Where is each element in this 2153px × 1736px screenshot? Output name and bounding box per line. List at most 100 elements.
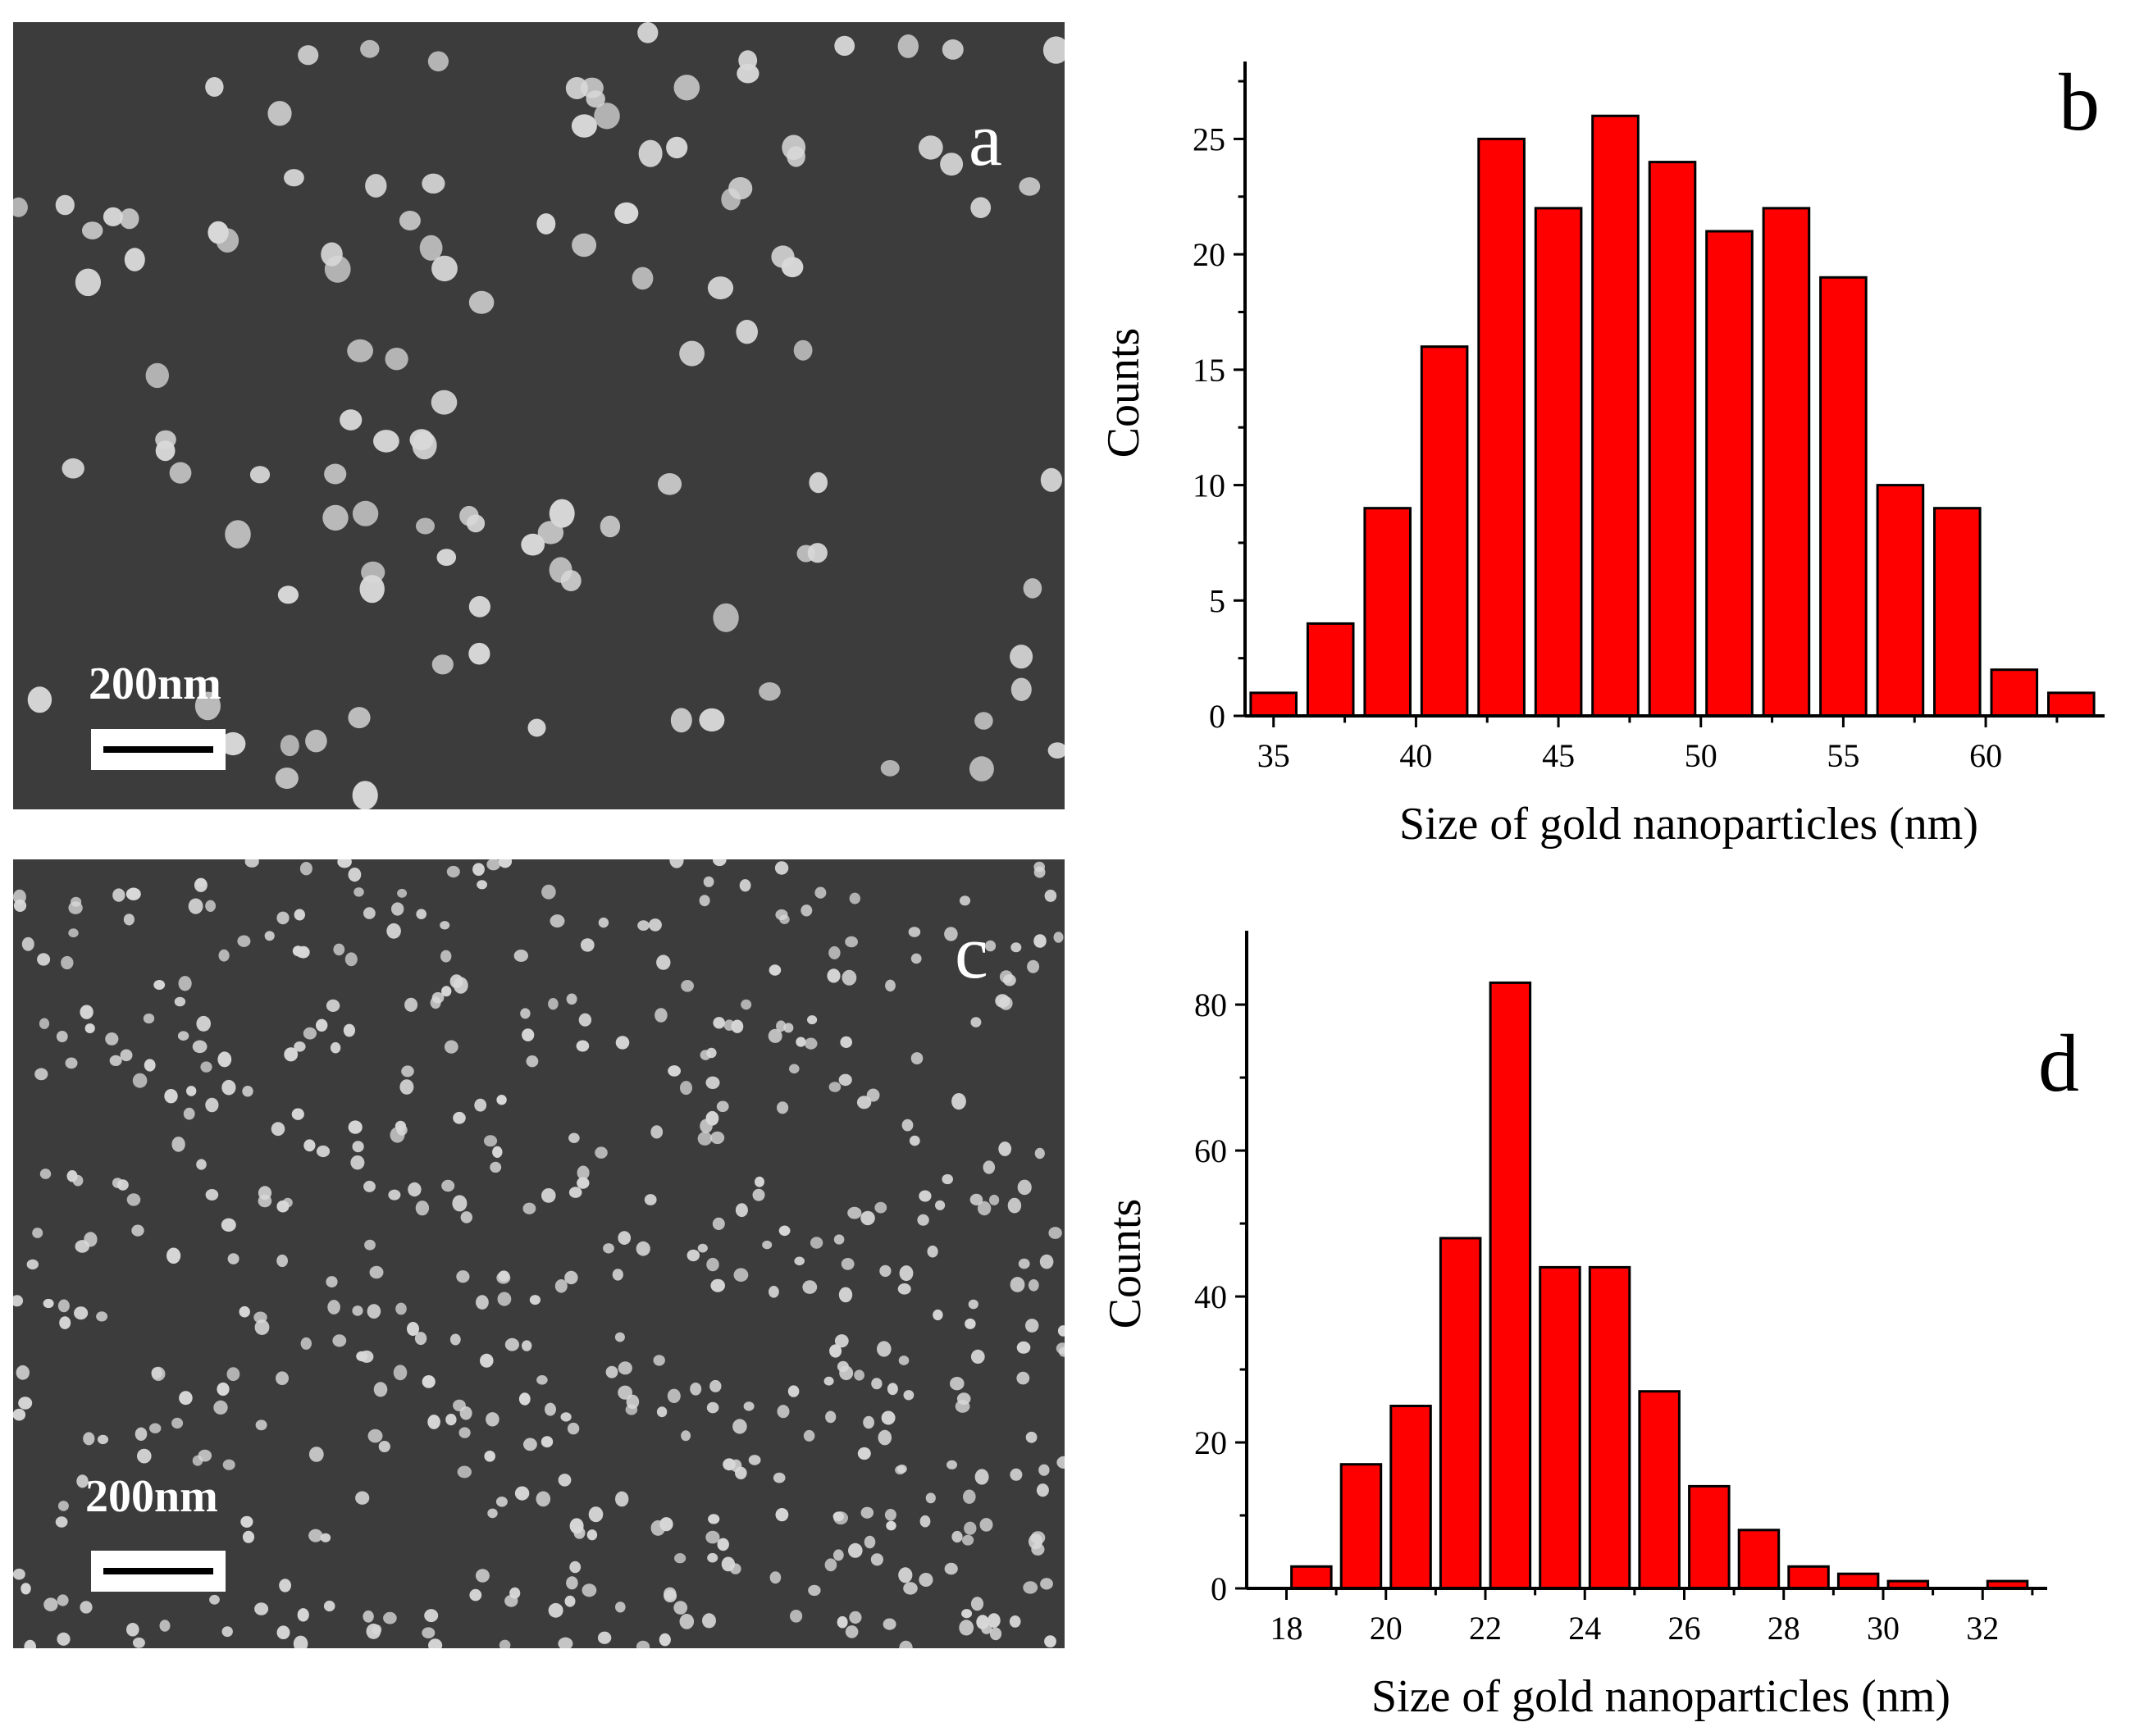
particle — [576, 1040, 590, 1052]
particle — [752, 1188, 765, 1201]
particle — [271, 1122, 285, 1137]
particle — [322, 504, 349, 531]
particle — [363, 907, 376, 919]
particle — [598, 917, 609, 928]
particle — [217, 1051, 232, 1068]
particle — [221, 1079, 236, 1096]
bar-d-0 — [1290, 1565, 1333, 1590]
sem-particles-c — [13, 859, 1065, 1648]
particle — [703, 876, 714, 887]
scalebar-label-a: 200nm — [89, 658, 221, 709]
particle — [209, 1594, 220, 1605]
particle — [537, 521, 564, 544]
y-axis-label-b: Counts — [1098, 328, 1149, 458]
y-tick-label-b: 10 — [1193, 467, 1225, 504]
particle — [614, 202, 639, 224]
particle — [498, 1270, 510, 1282]
particle — [1017, 1179, 1032, 1196]
particle — [775, 909, 788, 921]
particle — [240, 1515, 253, 1528]
particle — [1025, 1319, 1039, 1333]
particle — [569, 1518, 584, 1534]
bar-b-5 — [1534, 207, 1583, 718]
particle — [497, 1292, 512, 1306]
particle — [550, 914, 565, 928]
particle — [476, 1295, 489, 1310]
y-tick-label-b: 15 — [1193, 352, 1225, 389]
particle — [504, 1337, 520, 1351]
particle — [605, 1365, 618, 1378]
particle — [989, 1627, 1002, 1641]
particle — [566, 1576, 578, 1590]
particle — [940, 153, 964, 176]
particle — [132, 1637, 145, 1648]
particle — [480, 1353, 494, 1368]
particle — [332, 1334, 347, 1347]
y-tick-label-b: 20 — [1193, 236, 1225, 273]
particle — [702, 1613, 716, 1629]
particle — [838, 1287, 853, 1303]
particle — [498, 859, 513, 868]
particle — [126, 1623, 139, 1637]
bar-d-9 — [1737, 1529, 1781, 1590]
particle — [709, 1379, 722, 1392]
particle — [468, 642, 490, 665]
particle — [459, 1406, 472, 1420]
particle — [24, 1639, 36, 1648]
particle — [254, 1602, 269, 1615]
particle — [558, 1474, 572, 1487]
particle — [1042, 36, 1065, 64]
particle — [1031, 1542, 1045, 1556]
particle — [856, 1096, 872, 1109]
particle — [348, 868, 362, 882]
particle — [13, 1295, 24, 1307]
particle — [221, 1626, 233, 1638]
particle — [183, 1107, 195, 1120]
x-tick-label-d: 26 — [1668, 1610, 1701, 1647]
particle — [452, 1195, 468, 1212]
particle — [903, 1390, 915, 1401]
particle — [666, 136, 688, 159]
particle — [650, 1125, 664, 1139]
particle — [577, 1177, 590, 1189]
particle — [499, 1639, 511, 1648]
particle — [712, 1217, 725, 1230]
particle — [854, 1369, 864, 1381]
particle — [959, 895, 971, 906]
particle — [566, 993, 577, 1005]
particle — [55, 1516, 68, 1528]
particle — [57, 1299, 70, 1313]
particle — [333, 943, 345, 956]
particle — [344, 952, 358, 967]
particle — [397, 888, 408, 898]
particle — [513, 950, 528, 962]
particle — [57, 1594, 69, 1606]
particle — [383, 1611, 397, 1624]
particle — [637, 22, 659, 43]
particle — [895, 1465, 905, 1475]
particle — [453, 977, 468, 994]
particle — [276, 1371, 289, 1385]
particle — [303, 1027, 317, 1040]
particle — [1009, 1615, 1021, 1628]
particle — [970, 1597, 984, 1611]
particle — [706, 1257, 719, 1272]
particle — [446, 865, 460, 878]
x-tick-label-d: 18 — [1270, 1610, 1303, 1647]
particle — [838, 1073, 852, 1087]
particle — [884, 1509, 896, 1521]
particle — [490, 1161, 502, 1173]
particle — [56, 1031, 68, 1042]
particle — [962, 1534, 974, 1546]
particle — [276, 1625, 290, 1639]
particle — [919, 1515, 931, 1528]
particle — [522, 1202, 536, 1214]
particle — [458, 1427, 471, 1438]
particle — [857, 1447, 871, 1460]
particle — [697, 1132, 713, 1146]
particle — [308, 1529, 323, 1542]
particle — [1048, 1227, 1062, 1239]
particle — [1010, 1277, 1025, 1292]
particle — [386, 923, 401, 939]
particle — [456, 1270, 470, 1283]
